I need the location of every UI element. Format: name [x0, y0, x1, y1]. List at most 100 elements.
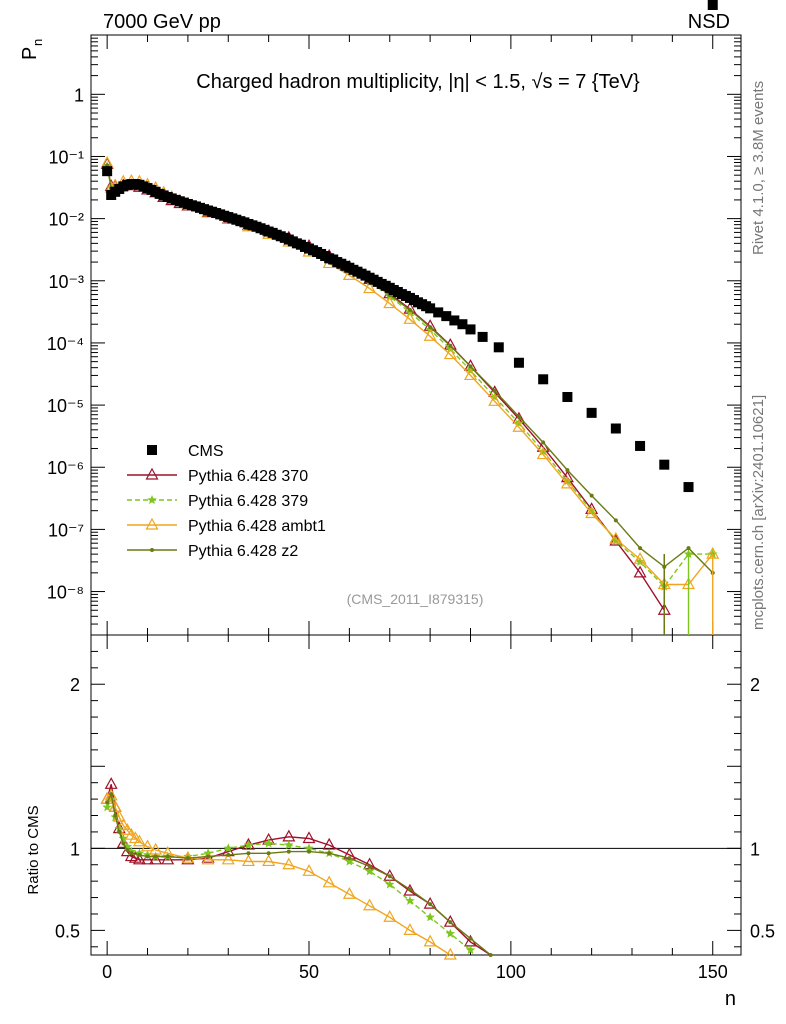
series-2-ratio-point — [102, 802, 112, 812]
series-4-ratio-point — [266, 851, 271, 856]
svg-text:n: n — [30, 39, 45, 46]
series-4-ratio-point — [153, 854, 158, 859]
series-3-point — [423, 329, 437, 341]
legend-item-0-label: CMS — [188, 443, 224, 460]
series-4-point — [448, 343, 453, 348]
analysis-tag: (CMS_2011_I879315) — [347, 591, 484, 607]
series-1-ratio-point — [132, 852, 146, 865]
cms-point — [477, 331, 488, 342]
cms-point — [683, 482, 694, 493]
series-2-ratio-point — [243, 840, 254, 850]
series-2-ratio-point — [118, 833, 129, 843]
series-3-ratio-point — [262, 854, 276, 867]
series-3-ratio-point — [116, 818, 130, 830]
x-tick-label: 0 — [102, 962, 112, 982]
series-3-ratio-point — [302, 864, 316, 876]
series-2-ratio-point — [344, 856, 355, 866]
series-3-point — [488, 394, 502, 406]
cms-point — [441, 311, 452, 322]
y-tick-label: 10⁻³ — [48, 272, 84, 292]
series-4-ratio-point — [347, 856, 352, 861]
series-4-ratio-point — [428, 902, 433, 907]
series-4-point — [686, 546, 691, 551]
y-tick-label: 10⁻⁸ — [47, 583, 84, 603]
series-4-point — [589, 493, 594, 498]
series-2-ratio-point — [223, 843, 233, 853]
series-1-ratio-point — [423, 896, 437, 909]
series-3-point — [585, 506, 599, 519]
y-axis-label: P n — [19, 39, 45, 60]
series-4-ratio-point — [145, 854, 150, 859]
series-3-ratio-point — [120, 823, 134, 835]
series-3-ratio-point — [104, 788, 118, 801]
series-3-ratio-point — [282, 857, 296, 870]
series-3-point — [363, 281, 377, 294]
series-3-point — [536, 447, 550, 460]
series-3-ratio-point — [383, 910, 397, 922]
series-2-ratio-point — [445, 928, 456, 938]
cms-point — [449, 315, 460, 326]
svg-text:P: P — [19, 47, 41, 60]
series-3-point — [463, 368, 478, 381]
series-3-ratio-point — [221, 852, 235, 865]
series-3-ratio-point — [108, 800, 122, 812]
series-2-point — [405, 307, 415, 317]
series-3-ratio-point — [149, 842, 163, 855]
x-tick-label: 100 — [496, 962, 526, 982]
series-4-line — [106, 165, 714, 574]
series-4-ratio-point — [407, 887, 412, 892]
cms-point — [425, 303, 436, 314]
ticks — [91, 34, 741, 955]
x-tick-label: 150 — [698, 962, 728, 982]
series-4-ratio-point — [113, 813, 118, 818]
series-4-ratio-point — [206, 854, 211, 859]
series-3-ratio-line — [106, 794, 451, 956]
series-3-ratio-point — [403, 923, 417, 935]
legend-item-3-label: Pythia 6.428 ambt1 — [188, 518, 326, 535]
series-2-ratio-point — [425, 912, 435, 922]
series-4-ratio-point — [109, 792, 114, 797]
series-4-ratio-line — [106, 792, 492, 956]
series-2-point — [562, 476, 573, 486]
cms-point — [610, 423, 621, 434]
cms-point — [562, 391, 573, 402]
series-1-ratio-point — [403, 883, 417, 896]
series-4-ratio-point — [246, 851, 251, 856]
series-3-ratio-point — [342, 887, 356, 899]
x-axis-label: n — [725, 988, 736, 1010]
y-tick-label: 10⁻⁴ — [47, 334, 84, 354]
tick-labels: 0 50 100 150110⁻¹10⁻²10⁻³10⁻⁴10⁻⁵10⁻⁶10⁻⁷10… — [47, 85, 775, 982]
ratio-tick-label-right: 2 — [750, 675, 760, 695]
mcplots-label: mcplots.cern.ch [arXiv:2401.10621] — [750, 395, 767, 630]
series-2-ratio-point — [263, 838, 274, 848]
series-4-ratio-point — [137, 852, 142, 857]
ratio-tick-label: 0.5 — [55, 921, 80, 941]
series-2-ratio-point — [364, 866, 375, 876]
series-4-point — [428, 325, 433, 330]
series-2-ratio-point — [304, 843, 314, 853]
ratio-marks — [100, 777, 493, 960]
y-tick-label: 10⁻⁷ — [48, 520, 84, 540]
data-marks — [100, 0, 720, 635]
series-3-point — [403, 312, 417, 324]
series-4-point — [638, 546, 643, 551]
cms-point — [635, 440, 646, 451]
series-3-ratio-point — [363, 898, 377, 911]
cms-point — [102, 166, 113, 177]
legend-item-1-label: Pythia 6.428 370 — [188, 468, 308, 485]
series-4-ratio-point — [468, 936, 473, 941]
y-tick-label: 10⁻² — [48, 210, 84, 230]
series-4-ratio-point — [129, 851, 134, 856]
series-4-ratio-point — [226, 852, 231, 857]
x-tick-label: 50 — [299, 962, 319, 982]
series-4-ratio-point — [105, 800, 110, 805]
cms-point — [659, 459, 670, 470]
cms-point — [538, 374, 549, 385]
series-1-ratio-line — [106, 784, 492, 956]
series-3-ratio-point — [201, 852, 215, 865]
series-4-ratio-point — [286, 849, 291, 854]
cms-point — [586, 407, 597, 418]
series-1-ratio-point — [149, 852, 163, 865]
series-2-ratio-point — [114, 823, 124, 833]
